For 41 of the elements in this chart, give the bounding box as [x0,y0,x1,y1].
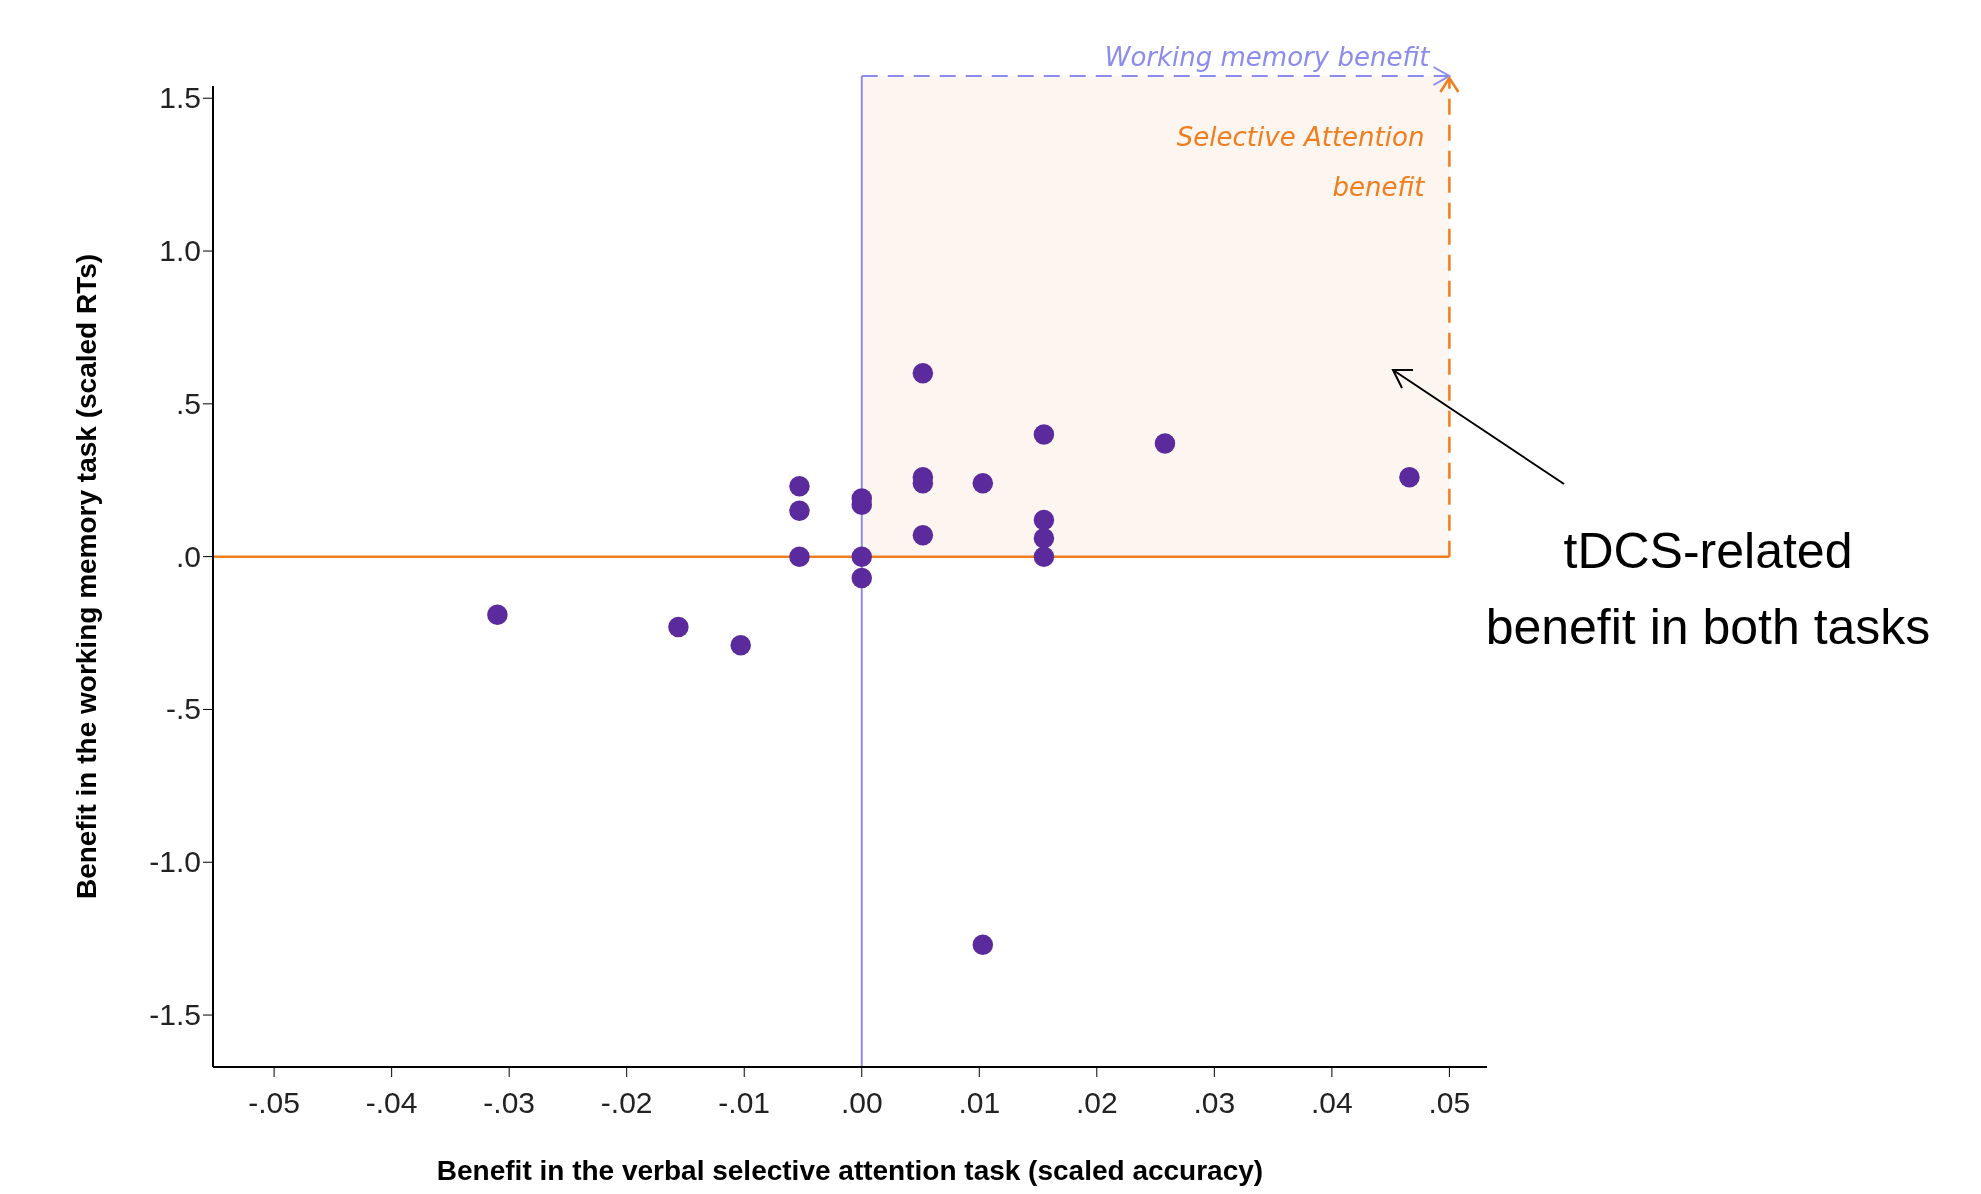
point [851,546,872,567]
point [1154,433,1176,454]
point [789,546,810,567]
y-tick-label: -.5 [165,692,201,726]
y-axis-title: Benefit in the working memory task (scaled RTs) [71,253,102,900]
x-tick-label: -.03 [483,1086,536,1119]
point [1033,528,1055,549]
y-tick-label: .0 [175,539,201,573]
x-tick-label: .01 [958,1086,1001,1119]
annotation: tDCS-related benefit in both tasks [1485,523,1931,655]
x-tick-label: .04 [1311,1086,1353,1119]
point [1033,509,1055,531]
x-tick-label: .00 [840,1086,883,1119]
point [972,473,994,494]
y-tick-label: 1.0 [159,234,201,268]
y-tick-label: 1.5 [159,81,201,115]
point [912,363,934,384]
x-tick-label: .05 [1428,1086,1471,1119]
ref-line-label: Selective Attention benefit [1176,122,1426,202]
y-tick-label: .5 [175,386,201,420]
point [1033,424,1055,445]
x-tick-label: .02 [1075,1086,1118,1119]
point [487,604,508,625]
x-tick-label: -.02 [600,1086,653,1119]
x-tick-label: .03 [1193,1086,1236,1119]
point [1399,466,1420,488]
y-tick-label: -1.0 [149,845,201,879]
point [730,635,751,656]
x-tick-label: -.01 [718,1086,771,1119]
x-tick-label: -.05 [248,1086,300,1119]
point [912,525,934,546]
y-tick-label: -1.5 [149,998,201,1032]
point [1033,546,1055,567]
point [668,616,689,638]
x-axis-title: Benefit in the verbal selective attention task (scaled accuracy) [436,1155,1264,1186]
x-tick-label: -.04 [365,1086,418,1119]
point [789,500,810,522]
point [972,934,994,955]
point [851,567,872,589]
text: Working memory benefit [1104,42,1431,72]
point [789,476,810,497]
